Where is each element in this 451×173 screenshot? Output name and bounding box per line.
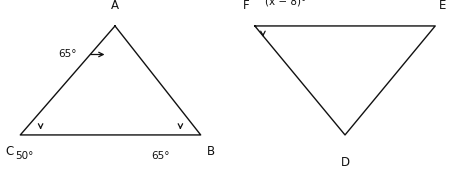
Text: 50°: 50°	[16, 151, 34, 161]
Text: C: C	[6, 145, 14, 158]
Text: E: E	[439, 0, 446, 12]
Text: 65°: 65°	[151, 151, 170, 161]
Text: B: B	[207, 145, 215, 158]
Text: A: A	[111, 0, 119, 12]
Text: D: D	[341, 156, 350, 169]
Text: F: F	[243, 0, 249, 12]
Text: 65°: 65°	[59, 49, 77, 59]
Text: (x − 8)°: (x − 8)°	[265, 0, 306, 7]
